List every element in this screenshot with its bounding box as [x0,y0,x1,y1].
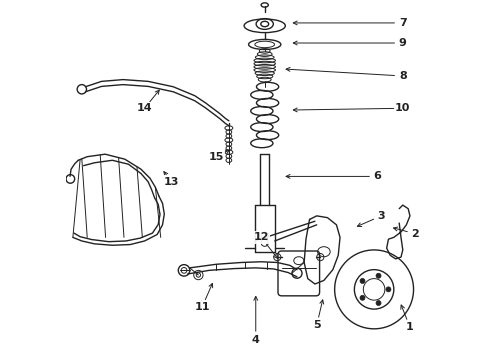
Text: 14: 14 [137,103,152,113]
Text: 4: 4 [252,334,260,345]
Circle shape [376,301,381,306]
Circle shape [360,295,365,300]
Text: 11: 11 [194,302,210,312]
Text: 8: 8 [399,71,407,81]
Text: 3: 3 [377,211,385,221]
Text: 10: 10 [395,103,411,113]
Text: 5: 5 [313,320,320,330]
Text: 12: 12 [253,232,269,242]
Circle shape [376,273,381,278]
Text: 6: 6 [374,171,382,181]
Text: 15: 15 [209,152,224,162]
Circle shape [360,278,365,283]
Text: 1: 1 [406,322,414,332]
Text: 9: 9 [399,38,407,48]
Text: 7: 7 [399,18,407,28]
Circle shape [386,287,391,292]
Text: 2: 2 [412,229,419,239]
Text: 13: 13 [164,177,179,187]
